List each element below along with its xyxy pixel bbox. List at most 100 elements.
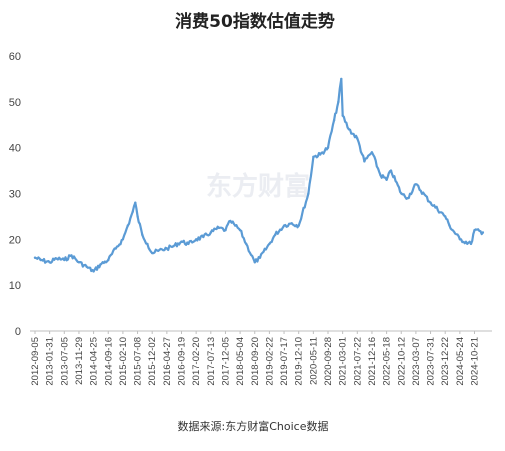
y-tick-label: 0	[15, 326, 21, 338]
data-point	[180, 240, 183, 243]
data-point	[400, 192, 403, 195]
data-point	[107, 258, 110, 262]
x-tick-label: 2017-02-20	[191, 337, 202, 386]
x-tick-label: 2014-04-25	[89, 337, 100, 386]
data-point	[297, 224, 300, 227]
data-point	[326, 146, 330, 149]
data-point	[341, 114, 344, 117]
data-point	[347, 128, 351, 131]
data-point	[307, 192, 310, 195]
y-tick-label: 30	[9, 189, 21, 201]
watermark: 东方财富	[206, 171, 310, 202]
x-tick-label: 2017-12-05	[220, 337, 231, 386]
x-tick-label: 2014-09-16	[103, 337, 114, 386]
x-tick-label: 2015-12-02	[147, 337, 158, 386]
data-point	[187, 242, 190, 246]
x-tick-label: 2017-07-13	[206, 337, 217, 386]
data-point	[238, 229, 242, 232]
data-point	[121, 238, 125, 241]
data-point	[429, 201, 432, 204]
data-point	[469, 242, 473, 246]
data-point	[282, 224, 286, 227]
x-tick-label: 2021-12-16	[367, 337, 378, 386]
x-tick-label: 2018-05-04	[235, 337, 246, 386]
data-point	[274, 233, 277, 236]
y-tick-label: 50	[9, 97, 21, 109]
x-tick-label: 2015-02-10	[118, 337, 129, 386]
data-point	[85, 265, 88, 268]
x-tick-label: 2023-03-07	[411, 337, 422, 386]
data-point	[319, 153, 322, 156]
data-point	[234, 224, 237, 227]
data-point	[55, 257, 58, 260]
x-tick-label: 2020-05-11	[308, 337, 319, 385]
data-point	[172, 245, 175, 248]
data-point	[268, 242, 271, 246]
data-point	[473, 229, 476, 232]
data-point	[39, 258, 42, 262]
x-tick-label: 2013-07-05	[59, 337, 70, 386]
x-axis: 2012-09-05 2013-01-31 2013-07-05 2013-11-29…	[30, 331, 481, 386]
data-point	[229, 219, 232, 223]
x-tick-label: 2016-09-19	[177, 337, 188, 386]
x-tick-label: 2021-07-22	[352, 337, 363, 386]
data-point	[99, 263, 102, 266]
x-tick-label: 2019-07-17	[279, 337, 290, 386]
x-tick-label: 2024-05-24	[455, 337, 466, 386]
data-point	[379, 174, 382, 177]
y-tick-label: 40	[9, 143, 21, 155]
data-point	[406, 196, 409, 200]
data-point	[202, 235, 205, 239]
chart-title: 消费50指数估值走势	[175, 11, 335, 32]
data-point	[48, 261, 51, 264]
data-point	[92, 270, 95, 273]
x-tick-label: 2019-12-10	[294, 337, 305, 386]
data-point	[385, 178, 388, 181]
data-point	[444, 215, 447, 218]
data-point	[258, 256, 262, 259]
data-point	[70, 254, 73, 257]
y-tick-label: 20	[9, 234, 21, 246]
x-tick-label: 2015-07-08	[133, 337, 144, 386]
data-point	[448, 224, 451, 227]
data-point	[195, 238, 198, 241]
data-point	[363, 160, 366, 163]
data-point	[131, 210, 134, 213]
y-tick-label: 10	[9, 280, 21, 292]
data-point	[209, 231, 212, 234]
data-point	[33, 256, 37, 259]
x-tick-label: 2018-09-20	[250, 337, 261, 386]
x-tick-label: 2023-12-22	[440, 337, 451, 386]
data-point	[481, 231, 485, 234]
y-tick-label: 60	[9, 51, 21, 63]
y-axis: 0 10 20 30 40 50 60	[9, 51, 21, 338]
x-tick-label: 2016-04-27	[162, 337, 173, 386]
x-tick-label: 2023-07-31	[426, 337, 437, 386]
data-point	[146, 242, 149, 246]
data-point	[136, 215, 139, 218]
x-tick-label: 2020-09-28	[323, 337, 334, 386]
data-point	[370, 151, 374, 154]
data-point	[332, 119, 336, 122]
data-point	[126, 224, 129, 227]
source-note: 数据来源:东方财富Choice数据	[178, 419, 329, 433]
data-point	[134, 201, 137, 204]
x-tick-label: 2022-10-12	[396, 337, 407, 386]
data-point	[356, 137, 359, 140]
data-point	[312, 155, 315, 158]
data-point	[245, 242, 248, 246]
data-point	[253, 261, 256, 264]
data-point	[63, 258, 66, 262]
x-tick-label: 2013-11-29	[74, 337, 85, 385]
data-point	[217, 226, 221, 230]
x-tick-label: 2013-01-31	[45, 337, 56, 386]
x-tick-label: 2019-02-22	[264, 337, 275, 386]
data-point	[157, 249, 160, 252]
x-tick-label: 2022-05-18	[382, 337, 393, 386]
data-point	[224, 229, 227, 232]
data-point	[340, 77, 343, 81]
data-point	[141, 233, 144, 236]
data-point	[114, 247, 118, 250]
data-point	[151, 251, 154, 255]
data-point	[414, 183, 418, 186]
